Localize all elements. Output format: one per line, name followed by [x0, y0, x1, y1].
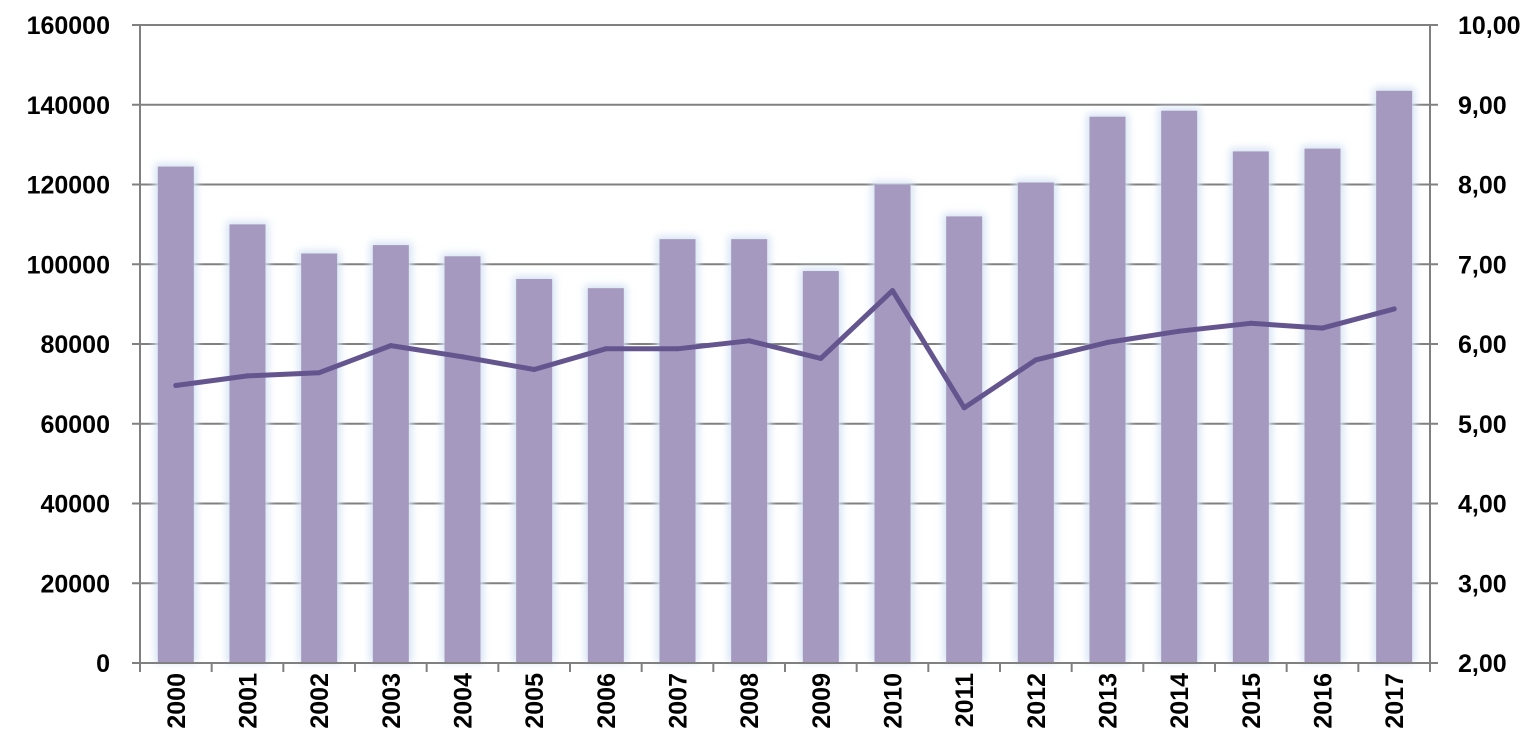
line-point — [460, 354, 465, 360]
x-axis-tick-label: 2013 — [1095, 673, 1123, 729]
y-axis-tick-label: 160000 — [27, 12, 110, 40]
y2-axis-tick-label: 9,00 — [1458, 92, 1507, 120]
bar — [229, 224, 266, 663]
grid-layer — [140, 24, 1430, 585]
y2-axis-tick-label: 6,00 — [1458, 331, 1507, 359]
line-point — [1391, 306, 1397, 312]
y2-axis-tick-label: 2,00 — [1458, 650, 1507, 678]
x-axis-tick-label: 2001 — [235, 673, 263, 729]
line-point — [245, 373, 250, 379]
bar — [659, 239, 696, 663]
line-point — [388, 343, 394, 349]
tick-labels: 0 2,00 20000 3,00 40000 4,00 60000 5,00 80000 6,0… — [27, 12, 1521, 729]
bar-glow-layer — [154, 87, 1416, 664]
x-axis-tick-label: 2007 — [665, 673, 693, 729]
bar — [372, 245, 409, 664]
line-point — [818, 355, 824, 361]
x-axis-tick-label: 2012 — [1023, 673, 1051, 729]
line-point — [603, 346, 609, 352]
bar — [1089, 116, 1126, 663]
line-point — [1176, 328, 1182, 334]
x-axis-tick-label: 2015 — [1238, 673, 1266, 729]
line-point — [890, 288, 895, 294]
x-axis-tick-label: 2006 — [593, 673, 621, 729]
y2-axis-tick-label: 4,00 — [1458, 491, 1507, 519]
y-axis-tick-label: 0 — [96, 650, 110, 678]
line-point — [1105, 339, 1110, 345]
y2-axis-tick-label: 7,00 — [1458, 251, 1507, 279]
x-axis-tick-label: 2005 — [521, 673, 549, 729]
x-axis-tick-label: 2003 — [378, 673, 406, 729]
y2-axis-tick-label: 5,00 — [1458, 411, 1507, 439]
bar — [587, 288, 624, 663]
x-axis-tick-label: 2009 — [808, 673, 836, 729]
x-axis-tick-label: 2011 — [951, 673, 979, 727]
bar — [946, 216, 983, 663]
bar — [301, 253, 338, 663]
bar — [1376, 90, 1413, 663]
bar — [157, 166, 194, 663]
y2-axis-tick-label: 3,00 — [1458, 570, 1507, 598]
axis-layer — [132, 24, 1438, 672]
line-point — [316, 370, 322, 376]
line-point — [173, 382, 179, 388]
line-point — [746, 338, 752, 344]
bar — [1161, 110, 1198, 663]
bar — [802, 271, 839, 663]
line-point — [1033, 357, 1039, 363]
bar — [731, 239, 768, 663]
y-axis-tick-label: 40000 — [40, 491, 110, 519]
x-axis-tick-label: 2004 — [450, 673, 478, 729]
line-point — [531, 367, 537, 373]
y-axis-tick-label: 140000 — [27, 92, 110, 120]
x-axis-tick-label: 2000 — [163, 673, 191, 729]
x-axis-tick-label: 2017 — [1381, 673, 1409, 729]
bar — [1017, 182, 1054, 663]
bar — [1232, 151, 1269, 663]
x-axis-tick-label: 2002 — [306, 673, 334, 729]
line-point — [961, 405, 967, 411]
line-point — [1248, 320, 1254, 326]
bar — [444, 256, 481, 663]
x-axis-tick-label: 2010 — [880, 673, 908, 729]
line-point — [675, 346, 680, 352]
bar — [874, 184, 911, 663]
bar — [1304, 148, 1341, 664]
y-axis-tick-label: 80000 — [40, 331, 110, 359]
line-series — [173, 288, 1397, 411]
y2-axis-tick-label: 10,00 — [1458, 12, 1521, 40]
y-axis-tick-label: 120000 — [27, 172, 110, 200]
y-axis-tick-label: 100000 — [27, 251, 110, 279]
y-axis-tick-label: 20000 — [40, 570, 110, 598]
y2-axis-tick-label: 8,00 — [1458, 172, 1507, 200]
x-axis-tick-label: 2014 — [1166, 673, 1194, 729]
line-point — [1320, 325, 1325, 331]
bar-series — [157, 90, 1413, 664]
y-axis-tick-label: 60000 — [40, 411, 110, 439]
x-axis-tick-label: 2008 — [736, 673, 764, 729]
line-series-path — [173, 288, 1397, 411]
x-axis-tick-label: 2016 — [1310, 673, 1338, 729]
bar — [516, 279, 553, 663]
